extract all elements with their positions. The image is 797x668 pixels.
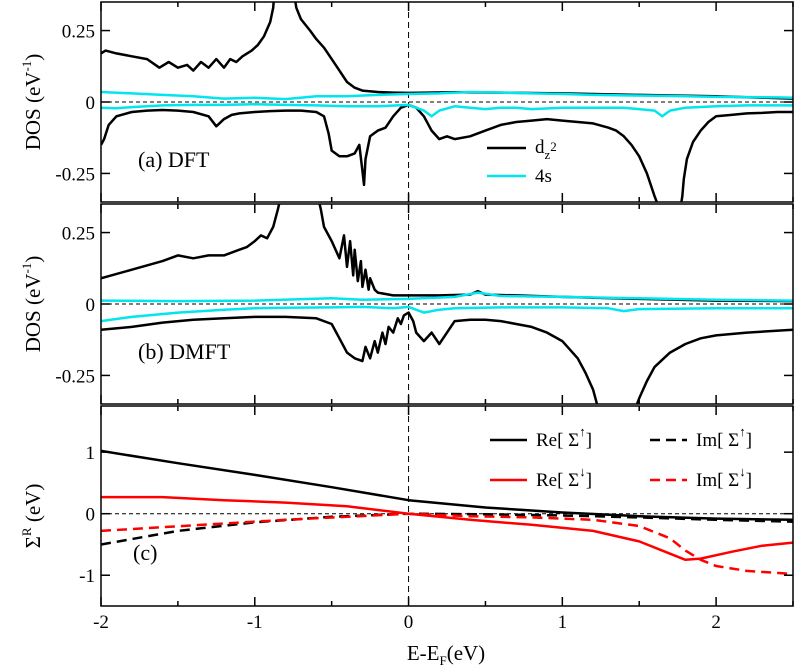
p0-ytick-label: 0 — [86, 93, 96, 114]
p2-ytick-label: 0 — [86, 505, 96, 526]
x-axis-title: E-EF(eV) — [407, 641, 485, 668]
p2-xtick-label: 1 — [558, 612, 568, 633]
p2-series-3 — [101, 512, 793, 576]
p0-series-1 — [101, 103, 793, 202]
legend-a-label-4s: 4s — [535, 166, 552, 187]
panel-c-label: (c) — [133, 540, 157, 565]
p2-xtick-label: 0 — [404, 612, 414, 633]
p1-series-3 — [101, 305, 793, 323]
p0-series-group — [101, 2, 793, 202]
legend-panel-c: Re[ Σ↑] Im[ Σ↑] Re[ Σ↓] Im[ Σ↓] — [490, 424, 752, 491]
y-axis-title-b: DOS (eV-1) — [19, 256, 45, 353]
p2-series-1 — [101, 512, 793, 546]
legend-c-label-im-up: Im[ Σ↑] — [696, 424, 752, 451]
panel-b-label: (b) DMFT — [138, 339, 231, 364]
legend-c-label-re-up: Re[ Σ↑] — [536, 424, 592, 451]
legend-c-label-re-down: Re[ Σ↓] — [536, 464, 592, 491]
legend-c-label-im-down: Im[ Σ↓] — [696, 464, 752, 491]
p1-series-0 — [101, 204, 793, 303]
p2-ytick-label: -1 — [79, 566, 95, 587]
p2-xtick-label: 2 — [711, 612, 721, 633]
p0-series-3 — [101, 103, 793, 118]
p1-ytick-label: -0.25 — [55, 366, 95, 387]
p0-series-0 — [101, 2, 793, 100]
panel-a-label: (a) DFT — [138, 147, 210, 172]
y-axis-title-c: ΣR (eV) — [19, 484, 45, 549]
p2-series-group — [101, 449, 793, 576]
p2-frame — [100, 405, 794, 607]
p2-ytick-label: 1 — [86, 443, 96, 464]
panel-c-self-energy: 1 0 -1 -2 -1 0 1 2 — [79, 405, 794, 633]
p1-series-group — [101, 204, 793, 404]
p0-ytick-label: 0.25 — [62, 22, 95, 43]
p2-series-0 — [101, 449, 793, 522]
p1-series-2 — [101, 291, 793, 303]
p0-series-2 — [101, 90, 793, 101]
p1-ytick-label: 0.25 — [62, 224, 95, 245]
panel-b-dmft: 0.25 0 -0.25 — [55, 203, 794, 405]
p2-series-2 — [101, 495, 793, 562]
p2-xtick-label: -1 — [247, 612, 263, 633]
p1-series-1 — [101, 311, 793, 404]
legend-a-label-dz2: dz2 — [535, 137, 557, 162]
y-axis-title-a: DOS (eV-1) — [19, 54, 45, 151]
p1-ytick-label: 0 — [86, 295, 96, 316]
panel-a-dft: 0.25 0 -0.25 — [55, 1, 794, 203]
legend-panel-a: dz2 4s — [487, 137, 557, 187]
p2-xtick-label: -2 — [93, 612, 109, 633]
p0-ytick-label: -0.25 — [55, 164, 95, 185]
